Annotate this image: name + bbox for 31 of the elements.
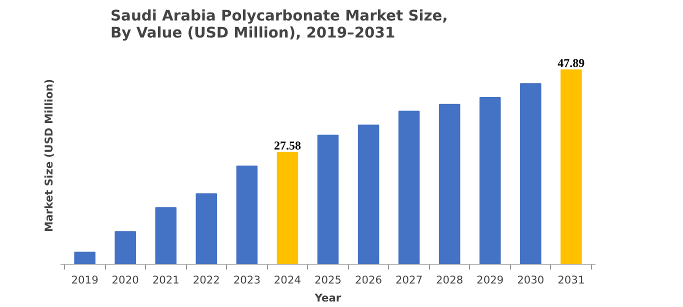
x-tick-label: 2019 xyxy=(71,274,99,286)
x-tick-label: 2021 xyxy=(152,274,180,286)
bar xyxy=(479,96,501,264)
x-tick-label: 2030 xyxy=(517,274,544,286)
x-axis-title: Year xyxy=(314,292,342,304)
bar xyxy=(438,104,460,264)
x-tick-label: 2023 xyxy=(233,274,261,286)
x-tick-label: 2026 xyxy=(354,274,382,286)
x-tick-label: 2024 xyxy=(274,274,302,286)
bar xyxy=(358,124,380,264)
x-tick-label: 2025 xyxy=(314,274,342,286)
x-tick-label: 2031 xyxy=(558,274,585,286)
x-tick-label: 2027 xyxy=(396,274,423,286)
bar xyxy=(276,152,298,264)
x-tick-label: 2020 xyxy=(112,274,140,286)
y-axis-title: Market Size (USD Million) xyxy=(42,78,56,232)
data-label: 27.58 xyxy=(274,138,301,152)
bar xyxy=(196,193,218,264)
bar xyxy=(114,231,136,264)
bar xyxy=(520,83,542,264)
data-label: 47.89 xyxy=(558,56,585,70)
bar xyxy=(317,134,339,264)
bar xyxy=(74,252,96,264)
x-tick-label: 2029 xyxy=(476,274,504,286)
bar xyxy=(560,69,582,264)
x-tick-label: 2028 xyxy=(436,274,464,286)
bar xyxy=(236,166,258,264)
chart-title: Saudi Arabia Polycarbonate Market Size, By Value (USD Million), 2019–2031 xyxy=(110,8,448,42)
bar xyxy=(155,207,177,264)
bar xyxy=(398,110,420,264)
x-tick-label: 2022 xyxy=(192,274,220,286)
